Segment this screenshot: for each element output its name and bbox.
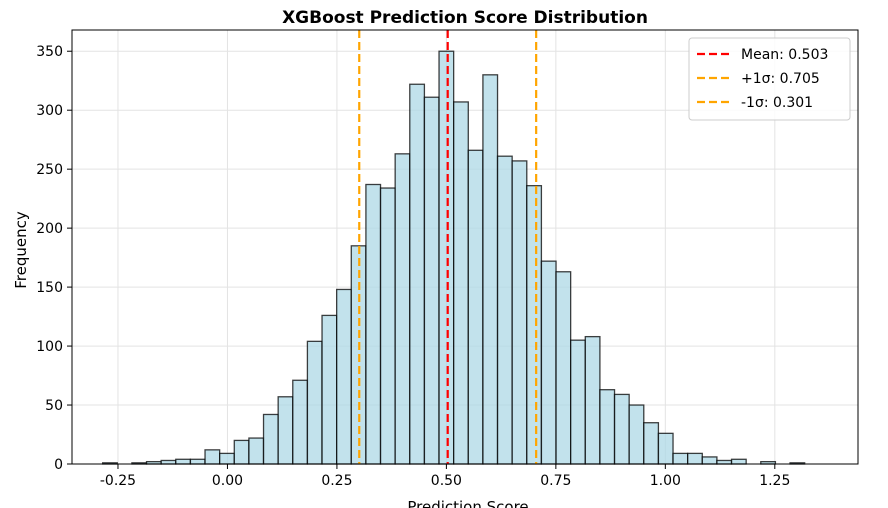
x-axis-label: Prediction Score [407,498,528,508]
histogram-bar [321,314,338,465]
histogram-bar [262,413,279,465]
histogram-bar [423,96,440,465]
histogram-bar [511,160,528,465]
y-tick-label: 200 [36,221,63,237]
histogram-bar [584,335,601,465]
legend-label: -1σ: 0.301 [741,95,813,111]
plot-frame [71,29,859,465]
y-tick-label: 300 [36,103,63,119]
histogram-bar [292,379,309,465]
y-tick-label: 100 [36,339,63,355]
x-tick-label: 1.00 [650,473,681,489]
histogram-bar [204,449,221,465]
histogram-bar [467,149,484,465]
histogram-bar [379,187,396,465]
histogram-bar [570,339,586,465]
reference-lines [358,30,538,464]
histogram-bar [657,432,674,465]
histogram-bar [730,458,747,465]
histogram-bar [716,459,733,465]
x-tick-label: 0.00 [212,473,243,489]
histogram-bar [628,404,645,465]
histogram-bar [526,185,543,465]
y-tick-label: 50 [45,398,63,414]
histogram-bar [453,101,469,465]
histogram-bar [613,393,630,465]
legend-box [688,37,851,121]
x-tick-label: 0.75 [540,473,571,489]
legend: Mean: 0.503 +1σ: 0.705 -1σ: 0.301 [688,37,851,121]
histogram-bar [277,396,294,465]
y-axis-label: Frequency [12,211,30,289]
histogram-bar [394,153,411,465]
histogram-bar [672,452,689,465]
x-tick-label: 0.50 [431,473,462,489]
y-axis-ticks: 0 50 100 150 200 250 300 350 [36,44,72,473]
x-tick-label: -0.25 [100,473,136,489]
histogram-bar [409,83,426,465]
histogram-bar [175,458,192,465]
legend-label: +1σ: 0.705 [741,71,820,87]
x-tick-label: 0.25 [321,473,352,489]
x-tick-label: 1.25 [759,473,790,489]
histogram-bar [599,389,616,465]
histogram-bar [643,422,660,465]
histogram-bar [233,439,250,465]
y-tick-label: 350 [36,44,63,60]
histogram-bar [365,183,382,465]
histogram-bar [555,271,572,465]
histogram-bar [248,437,265,465]
histogram-bar [160,459,177,465]
chart-title: XGBoost Prediction Score Distribution [282,8,648,28]
histogram-bar [482,74,499,465]
histogram-bar [336,288,352,465]
histogram-bar [438,50,455,465]
x-axis-ticks: -0.25 0.00 0.25 0.50 0.75 1.00 1.25 [100,464,790,489]
histogram-bar [540,260,557,465]
histogram-bar [219,452,235,465]
legend-label: Mean: 0.503 [741,47,828,63]
y-tick-label: 0 [54,457,63,473]
y-tick-label: 150 [36,280,63,296]
histogram-bar [189,458,206,465]
histogram-bar [687,452,703,465]
histogram-bar [306,340,323,465]
y-tick-label: 250 [36,162,63,178]
histogram-bar [701,456,718,465]
histogram-bar [496,155,513,465]
